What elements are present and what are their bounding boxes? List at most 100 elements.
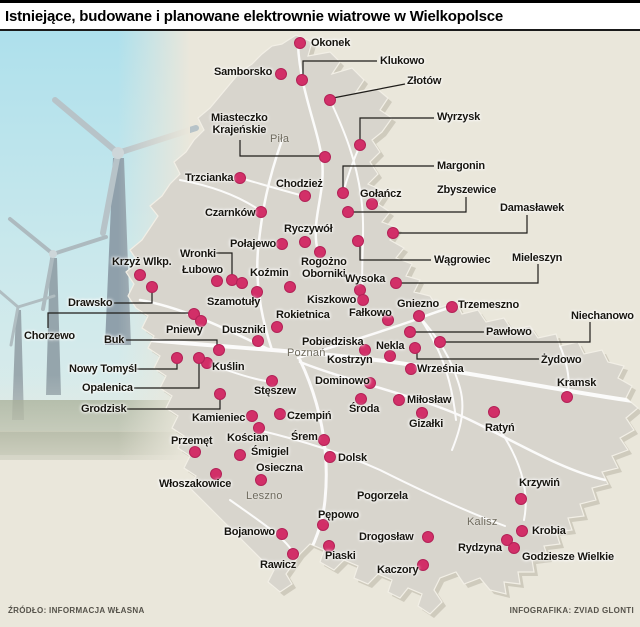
place-label: Kamieniec (192, 412, 246, 424)
windfarm-dot (271, 321, 283, 333)
place-label: Klukowo (380, 55, 425, 67)
place-label: Wągrowiec (434, 254, 491, 266)
place-label: Pępowo (318, 509, 359, 521)
leader-line (359, 244, 431, 261)
leader-line (134, 361, 200, 389)
windfarm-dot (354, 284, 366, 296)
leader-line (416, 351, 539, 360)
windfarm-dot (246, 410, 258, 422)
place-label: Nowy Tomyśl (69, 363, 137, 375)
city-label: Kalisz (467, 516, 498, 528)
windfarm-dot (296, 74, 308, 86)
place-label: Niechanowo (571, 310, 634, 322)
windfarm-dot (318, 434, 330, 446)
place-label: Trzemeszno (458, 299, 519, 311)
place-label: Drogosław (359, 531, 414, 543)
place-label: Wysoka (345, 273, 386, 285)
city-label: Leszno (246, 490, 283, 502)
windfarm-dot (416, 407, 428, 419)
windfarm-dot (284, 281, 296, 293)
windfarm-dot (359, 344, 371, 356)
windfarm-dot (342, 206, 354, 218)
windfarm-dot (355, 393, 367, 405)
place-label: Gołańcz (360, 188, 402, 200)
place-label: Gizałki (409, 418, 444, 430)
place-label: Złotów (407, 75, 442, 87)
windfarm-dot (324, 451, 336, 463)
windfarm-dot (253, 422, 265, 434)
windfarm-dot (508, 542, 520, 554)
place-label: Stęszew (254, 385, 297, 397)
windfarm-dot (171, 352, 183, 364)
place-label: Dolsk (338, 452, 367, 464)
windfarm-dot (501, 534, 513, 546)
place-label: Połajewo (230, 238, 277, 250)
windfarm-dot (213, 344, 225, 356)
place-label: Buk (104, 334, 125, 346)
place-label: Piaski (325, 550, 356, 562)
place-label: Ryczywół (284, 223, 333, 235)
place-label: Szamotuły (207, 296, 261, 308)
place-label: Krzyż Wlkp. (112, 256, 172, 268)
windfarm-dot (323, 540, 335, 552)
windfarm-dot (226, 274, 238, 286)
windfarm-dot (276, 528, 288, 540)
windfarm-dot (409, 342, 421, 354)
windfarm-dot (324, 94, 336, 106)
windfarm-dot (134, 269, 146, 281)
windfarm-dot (252, 335, 264, 347)
place-label: Miasteczko Krajeńskie (211, 112, 268, 136)
place-label: Września (417, 363, 464, 375)
place-label: Kramsk (557, 377, 597, 389)
windfarm-dot (422, 531, 434, 543)
place-label: Kaczory (377, 564, 419, 576)
windfarm-dot (354, 139, 366, 151)
windfarm-dot (515, 493, 527, 505)
leader-line (302, 60, 377, 78)
windfarm-dot (384, 350, 396, 362)
title-bar: Istniejące, budowane i planowane elektro… (0, 0, 640, 31)
windfarm-dot (251, 286, 263, 298)
place-label: Kostrzyn (327, 354, 373, 366)
leader-line (114, 290, 153, 304)
windfarm-dot (255, 206, 267, 218)
windfarm-dot (193, 352, 205, 364)
windfarm-dot (236, 277, 248, 289)
leader-line (342, 165, 434, 190)
place-label: Pniewy (166, 324, 203, 336)
source-credit: ŹRÓDŁO: INFORMACJA WŁASNA (8, 606, 145, 615)
windfarm-dot (275, 68, 287, 80)
place-label: Koźmin (250, 267, 289, 279)
place-label: Duszniki (222, 324, 266, 336)
place-label: Rokietnica (276, 309, 330, 321)
windfarm-dot (234, 172, 246, 184)
windfarm-dots (134, 37, 573, 571)
place-label: Mieleszyn (512, 252, 563, 264)
place-label: Czempiń (287, 410, 332, 422)
place-label: Kościan (227, 432, 269, 444)
place-label: Rogożno Oborniki (301, 256, 347, 280)
place-label: Środa (349, 403, 380, 415)
place-label: Pobiedziska (302, 336, 364, 348)
place-label: Margonin (437, 160, 485, 172)
place-label: Ratyń (485, 422, 515, 434)
windfarm-dot (413, 310, 425, 322)
place-label: Fałkowo (349, 307, 392, 319)
windfarm-dot (276, 238, 288, 250)
place-label: Przemęt (171, 435, 213, 447)
windfarm-dot (337, 187, 349, 199)
windfarm-dot (287, 548, 299, 560)
place-label: Kuślin (212, 361, 245, 373)
place-label: Włoszakowice (159, 478, 232, 490)
windfarm-dot (387, 227, 399, 239)
place-label: Opalenica (82, 382, 133, 394)
windfarm-dot (488, 406, 500, 418)
windfarm-dot (294, 37, 306, 49)
leader-line (332, 83, 406, 99)
place-label: Chodzież (276, 178, 323, 190)
windfarm-dot (274, 408, 286, 420)
windfarm-dot (417, 559, 429, 571)
windfarm-dot (393, 394, 405, 406)
leader-line (400, 264, 539, 284)
windfarm-dot (314, 246, 326, 258)
